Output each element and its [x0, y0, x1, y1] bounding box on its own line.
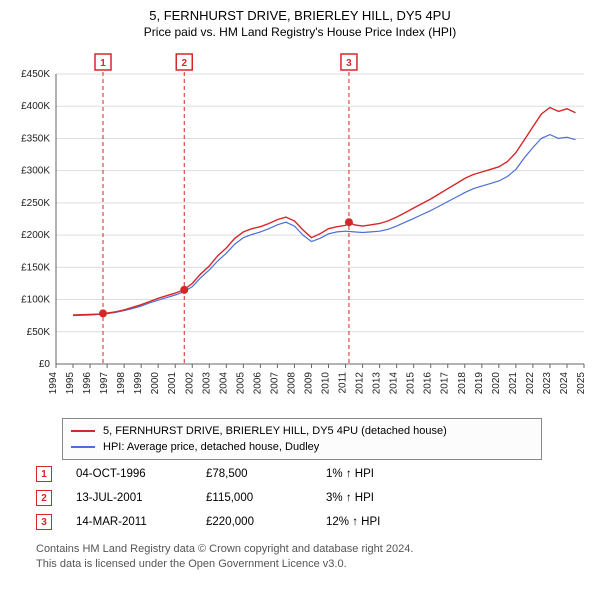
svg-text:2012: 2012 [355, 372, 366, 395]
svg-text:2007: 2007 [269, 372, 280, 395]
svg-text:£350K: £350K [21, 133, 50, 144]
svg-text:2008: 2008 [286, 372, 297, 395]
svg-text:3: 3 [346, 58, 352, 69]
svg-text:2006: 2006 [252, 372, 263, 395]
svg-text:2000: 2000 [150, 372, 161, 395]
footnote: Contains HM Land Registry data © Crown c… [36, 542, 413, 572]
svg-text:£250K: £250K [21, 198, 50, 209]
sale-hpi-delta: 12% ↑ HPI [326, 516, 466, 528]
sale-marker-badge: 1 [36, 466, 52, 482]
legend-swatch [71, 446, 95, 448]
svg-text:2024: 2024 [559, 372, 570, 395]
sale-marker-row: 2 13-JUL-2001£115,0003% ↑ HPI [36, 486, 466, 510]
legend-row: 5, FERNHURST DRIVE, BRIERLEY HILL, DY5 4… [71, 423, 533, 439]
sale-price: £78,500 [206, 468, 326, 480]
svg-text:£300K: £300K [21, 166, 50, 177]
svg-text:£450K: £450K [21, 69, 50, 80]
svg-text:2011: 2011 [338, 372, 349, 394]
svg-text:£50K: £50K [27, 327, 51, 338]
chart-title: 5, FERNHURST DRIVE, BRIERLEY HILL, DY5 4… [0, 0, 600, 23]
svg-text:£0: £0 [39, 359, 51, 370]
svg-text:1994: 1994 [48, 372, 59, 395]
svg-text:2005: 2005 [235, 372, 246, 395]
svg-text:2015: 2015 [406, 372, 417, 395]
sale-marker-badge: 3 [36, 514, 52, 530]
svg-text:2019: 2019 [474, 372, 485, 395]
svg-text:1995: 1995 [65, 372, 76, 395]
svg-text:2017: 2017 [440, 372, 451, 395]
svg-text:2010: 2010 [321, 372, 332, 395]
svg-text:2014: 2014 [389, 372, 400, 395]
svg-text:2009: 2009 [303, 372, 314, 395]
svg-text:2018: 2018 [457, 372, 468, 395]
sale-price: £220,000 [206, 516, 326, 528]
chart-area: £0 £50K £100K £150K £200K £250K £300K £350K £400… [6, 50, 594, 410]
svg-text:1996: 1996 [82, 372, 93, 395]
svg-text:2003: 2003 [201, 372, 212, 395]
legend-label: 5, FERNHURST DRIVE, BRIERLEY HILL, DY5 4… [103, 425, 447, 437]
svg-text:2020: 2020 [491, 372, 502, 395]
svg-text:2022: 2022 [525, 372, 536, 395]
svg-text:£200K: £200K [21, 230, 50, 241]
sale-date: 14-MAR-2011 [76, 516, 206, 528]
svg-text:2: 2 [181, 58, 187, 69]
svg-text:2025: 2025 [576, 372, 587, 395]
svg-text:£100K: £100K [21, 295, 50, 306]
legend-swatch [71, 430, 95, 432]
svg-text:2002: 2002 [184, 372, 195, 395]
sale-marker-row: 3 14-MAR-2011£220,00012% ↑ HPI [36, 510, 466, 534]
sale-date: 04-OCT-1996 [76, 468, 206, 480]
sale-marker-row: 1 04-OCT-1996£78,5001% ↑ HPI [36, 462, 466, 486]
legend: 5, FERNHURST DRIVE, BRIERLEY HILL, DY5 4… [62, 418, 542, 460]
svg-text:2013: 2013 [372, 372, 383, 395]
svg-text:2021: 2021 [508, 372, 519, 395]
sale-date: 13-JUL-2001 [76, 492, 206, 504]
svg-text:1: 1 [100, 58, 106, 69]
svg-text:1999: 1999 [133, 372, 144, 395]
sale-hpi-delta: 3% ↑ HPI [326, 492, 466, 504]
footnote-line-1: Contains HM Land Registry data © Crown c… [36, 542, 413, 557]
svg-text:2001: 2001 [167, 372, 178, 395]
sale-markers-table: 1 04-OCT-1996£78,5001% ↑ HPI 2 13-JUL-2001£… [36, 462, 466, 534]
svg-text:1998: 1998 [116, 372, 127, 395]
sale-price: £115,000 [206, 492, 326, 504]
svg-text:£400K: £400K [21, 101, 50, 112]
footnote-line-2: This data is licensed under the Open Gov… [36, 557, 413, 572]
chart-subtitle: Price paid vs. HM Land Registry's House … [0, 23, 600, 39]
svg-text:2023: 2023 [542, 372, 553, 395]
sale-hpi-delta: 1% ↑ HPI [326, 468, 466, 480]
line-chart-svg: £0 £50K £100K £150K £200K £250K £300K £350K £400… [6, 50, 594, 410]
svg-text:2016: 2016 [423, 372, 434, 395]
legend-label: HPI: Average price, detached house, Dudl… [103, 441, 319, 453]
sale-marker-badge: 2 [36, 490, 52, 506]
svg-text:2004: 2004 [218, 372, 229, 395]
svg-text:£150K: £150K [21, 262, 50, 273]
svg-text:1997: 1997 [99, 372, 110, 395]
legend-row: HPI: Average price, detached house, Dudl… [71, 439, 533, 455]
